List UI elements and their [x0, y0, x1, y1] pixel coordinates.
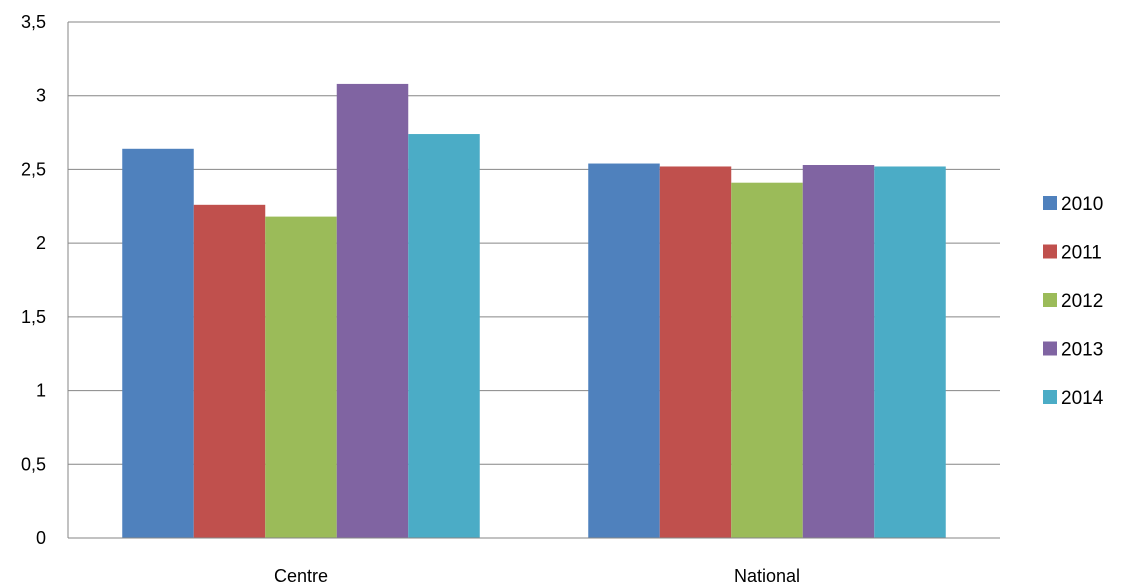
legend-label: 2013 — [1061, 340, 1103, 361]
bar-2010-centre — [122, 148, 194, 538]
y-tick-label: 1,5 — [21, 307, 46, 327]
bar-2013-centre — [336, 83, 409, 539]
legend-label: 2012 — [1061, 291, 1103, 312]
legend-label: 2011 — [1061, 243, 1102, 264]
axes: 0 0,5 1 1,5 2 2,5 3 3,5 Centre National — [21, 12, 1000, 586]
y-tick-label: 1 — [36, 381, 46, 401]
y-tick-label: 0,5 — [21, 454, 46, 474]
legend-swatch — [1043, 341, 1057, 356]
bar-2014-centre — [408, 134, 480, 538]
y-tick-label: 3,5 — [21, 12, 46, 32]
x-tick-label: Centre — [274, 566, 328, 583]
bars — [122, 83, 946, 539]
legend-swatch — [1043, 244, 1057, 259]
y-tick-label: 2 — [36, 233, 46, 253]
bar-2013-national — [802, 165, 875, 538]
legend-swatch — [1043, 293, 1057, 307]
legend-swatch — [1043, 390, 1057, 404]
legend-swatch — [1043, 196, 1057, 210]
bar-2014-national — [874, 166, 946, 539]
legend: 2010 2011 2012 2013 2014 — [1043, 194, 1104, 409]
bar-2011-centre — [193, 204, 266, 538]
bar-2012-national — [731, 182, 803, 538]
legend-label: 2014 — [1061, 388, 1104, 409]
x-tick-label: National — [734, 566, 800, 583]
y-tick-label: 2,5 — [21, 159, 46, 179]
legend-label: 2010 — [1061, 194, 1103, 215]
bar-2010-national — [588, 163, 660, 538]
y-tick-label: 3 — [36, 86, 46, 106]
bar-2011-national — [659, 166, 732, 539]
y-tick-label: 0 — [36, 528, 46, 548]
bar-2012-centre — [265, 216, 337, 538]
